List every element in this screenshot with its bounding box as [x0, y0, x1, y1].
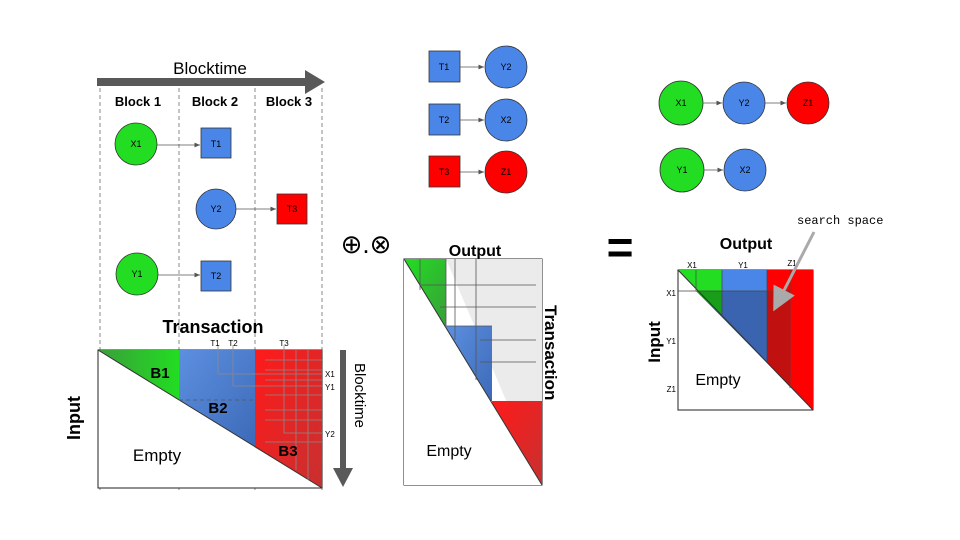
blocktime-down-arrow: [333, 350, 353, 487]
blocktime-label: Blocktime: [173, 59, 247, 78]
node-t2-label: T2: [211, 271, 222, 281]
right-col-tick-y1: Y1: [738, 261, 748, 270]
node-t1: [200, 127, 232, 159]
right-empty-label: Empty: [695, 372, 740, 389]
node-y1: [115, 252, 159, 296]
block-dividers: [99, 88, 323, 490]
right-search-space-red: [767, 291, 790, 387]
mid-node-t1: [428, 50, 461, 83]
mid-node-t2: [428, 103, 461, 136]
node-x1-label: X1: [130, 139, 141, 149]
left-col-tick-t3: T3: [279, 339, 289, 348]
mid-node-y2-label: Y2: [500, 62, 511, 72]
right-node-x2-label: X2: [739, 165, 750, 175]
left-diagonal: [97, 349, 323, 489]
region-b1-label: B1: [150, 365, 169, 382]
mid-node-x2-label: X2: [500, 115, 511, 125]
right-row-tick-x1: X1: [666, 289, 676, 298]
right-graph: X1 Y2 Z1 Y1 X2: [658, 80, 830, 193]
node-t3: [276, 193, 308, 225]
node-t1-label: T1: [211, 139, 222, 149]
left-col-tick-t1: T1: [210, 339, 220, 348]
mid-node-t1-label: T1: [439, 62, 450, 72]
node-y2-label: Y2: [210, 204, 221, 214]
right-col-tick-x1: X1: [687, 261, 697, 270]
left-col-tick-t2: T2: [228, 339, 238, 348]
equals-sign: =: [607, 221, 634, 273]
blocktime-arrow: [97, 70, 325, 94]
region-b3: [255, 350, 322, 488]
middle-diagonal: [403, 258, 543, 486]
mid-node-z1-label: Z1: [501, 167, 512, 177]
left-row-tick-y1: Y1: [325, 383, 335, 392]
node-t2: [200, 260, 232, 292]
right-matrix: search space Output X1 Y1 Z1 X1 Y1 Z1 Em…: [645, 214, 883, 411]
block-2-label: Block 2: [192, 94, 238, 109]
right-input-label: Input: [645, 321, 664, 363]
left-matrix-rules: [217, 345, 322, 480]
left-empty-label: Empty: [133, 446, 182, 465]
node-x1: [114, 122, 158, 166]
mid-node-x2: [484, 98, 528, 142]
left-row-tick-x1: X1: [325, 370, 335, 379]
right-search-space-green: [696, 291, 722, 316]
middle-matrix-title: Output: [449, 243, 502, 260]
search-space-arrow: [773, 231, 816, 312]
right-row-tick-z1: Z1: [667, 385, 677, 394]
left-row-tick-y2: Y2: [325, 430, 335, 439]
search-space-annotation: search space: [797, 214, 883, 228]
middle-empty-label: Empty: [426, 443, 471, 460]
right-node-x1-label: X1: [675, 98, 686, 108]
node-t3-label: T3: [287, 204, 298, 214]
right-matrix-title: Output: [720, 236, 773, 253]
operator-symbol: ⊕.⊗: [341, 229, 392, 259]
blocktime-down-label: Blocktime: [351, 363, 368, 428]
block-3-label: Block 3: [266, 94, 312, 109]
right-node-x2: [723, 148, 767, 192]
mid-node-t3-label: T3: [439, 167, 450, 177]
left-matrix-title: Transaction: [162, 317, 263, 337]
block-1-label: Block 1: [115, 94, 161, 109]
right-diagonal: [677, 269, 814, 411]
region-b2-label: B2: [208, 400, 227, 417]
middle-graph: T1 Y2 T2 X2 T3 Z1: [428, 45, 528, 194]
left-matrix: Transaction T1 T2 T3 X1 Y1 Y2: [64, 317, 368, 489]
right-node-y1-label: Y1: [676, 165, 687, 175]
middle-transaction-label: Transaction: [541, 305, 560, 400]
mid-node-y2: [484, 45, 528, 89]
right-search-space-blue: [696, 291, 767, 363]
middle-matrix-rules: [419, 259, 536, 380]
right-node-z1-label: Z1: [803, 98, 814, 108]
node-y1-label: Y1: [131, 269, 142, 279]
right-node-z1: [786, 81, 830, 125]
middle-matrix: Output Empty Transaction: [403, 243, 560, 486]
region-b3-label: B3: [278, 443, 297, 460]
right-row-tick-y1: Y1: [666, 337, 676, 346]
right-col-tick-z1: Z1: [787, 259, 797, 268]
left-input-label: Input: [64, 396, 84, 440]
mid-node-t2-label: T2: [439, 115, 450, 125]
mid-node-t3: [428, 155, 461, 188]
right-node-y2-label: Y2: [738, 98, 749, 108]
timeline: Blocktime Block 1 Block 2 Block 3 X1 T1 …: [97, 59, 325, 490]
mid-node-z1: [484, 150, 528, 194]
